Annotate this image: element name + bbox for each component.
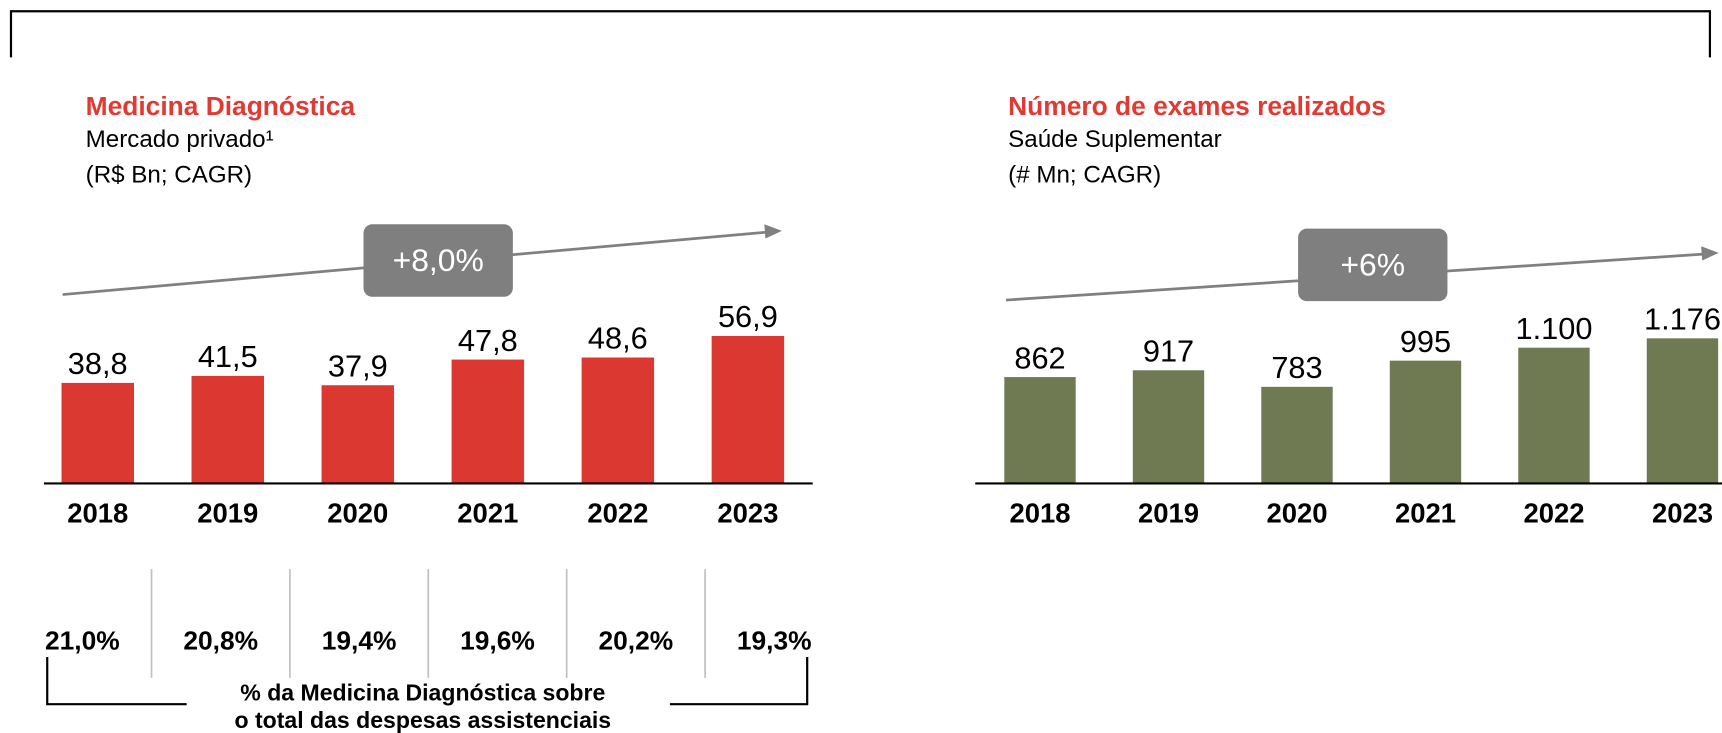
top-bracket (9, 10, 1712, 58)
cagr-box (1298, 228, 1448, 302)
bar (1261, 386, 1333, 484)
cagr-label: +8,0% (393, 242, 484, 278)
share-label: 19,4% (322, 626, 397, 656)
x-tick-label: 2019 (1138, 498, 1199, 529)
share-note: o total das despesas assistenciais (235, 707, 612, 733)
x-tick-label: 2022 (587, 498, 648, 529)
value-label: 917 (1143, 333, 1194, 368)
bar (191, 375, 265, 484)
cagr-box (363, 224, 513, 297)
chart-title: Número de exames realizados (1008, 91, 1386, 121)
bar (1518, 347, 1590, 484)
bar (451, 359, 525, 484)
bar (1646, 338, 1719, 484)
chart-subtitle: (# Mn; CAGR) (1008, 161, 1161, 188)
value-label: 41,5 (198, 339, 258, 374)
value-label: 47,8 (458, 323, 518, 358)
x-tick-label: 2018 (1009, 498, 1070, 529)
share-label: 20,2% (599, 626, 674, 656)
x-tick-label: 2023 (717, 498, 778, 529)
value-label: 37,9 (328, 348, 388, 383)
x-tick-label: 2019 (197, 498, 258, 529)
chart-subtitle: (R$ Bn; CAGR) (86, 161, 252, 188)
x-tick-label: 2020 (1266, 498, 1327, 529)
share-label: 21,0% (45, 626, 120, 656)
value-label: 1.176 (1644, 302, 1721, 337)
bottom-bracket (46, 656, 187, 706)
arrow-head (764, 224, 782, 239)
value-label: 995 (1400, 324, 1451, 359)
bar (1389, 360, 1462, 484)
bar (1004, 377, 1076, 484)
bar (61, 382, 134, 484)
x-tick-label: 2020 (327, 498, 388, 529)
bottom-bracket (669, 656, 809, 706)
chart-title: Medicina Diagnóstica (86, 91, 356, 121)
share-note: % da Medicina Diagnóstica sobre (240, 679, 605, 705)
arrow-head (1701, 246, 1719, 261)
bar (1132, 370, 1205, 484)
chart-subtitle: Saúde Suplementar (1008, 126, 1222, 153)
value-label: 56,9 (718, 299, 778, 334)
bar (711, 335, 785, 484)
chart-subtitle: Mercado privado¹ (86, 126, 274, 153)
value-label: 38,8 (68, 346, 128, 381)
bar (581, 357, 655, 484)
bar (321, 385, 395, 484)
x-tick-label: 2021 (1395, 498, 1456, 529)
x-tick-label: 2023 (1652, 498, 1713, 529)
share-label: 19,3% (737, 626, 812, 656)
value-label: 783 (1271, 350, 1322, 385)
cagr-label: +6% (1340, 247, 1405, 283)
value-label: 862 (1014, 340, 1065, 375)
share-label: 20,8% (183, 626, 258, 656)
value-label: 48,6 (588, 321, 648, 356)
share-label: 19,6% (460, 626, 535, 656)
value-label: 1.100 (1515, 311, 1592, 346)
x-tick-label: 2021 (457, 498, 518, 529)
x-tick-label: 2018 (67, 498, 128, 529)
x-tick-label: 2022 (1523, 498, 1584, 529)
